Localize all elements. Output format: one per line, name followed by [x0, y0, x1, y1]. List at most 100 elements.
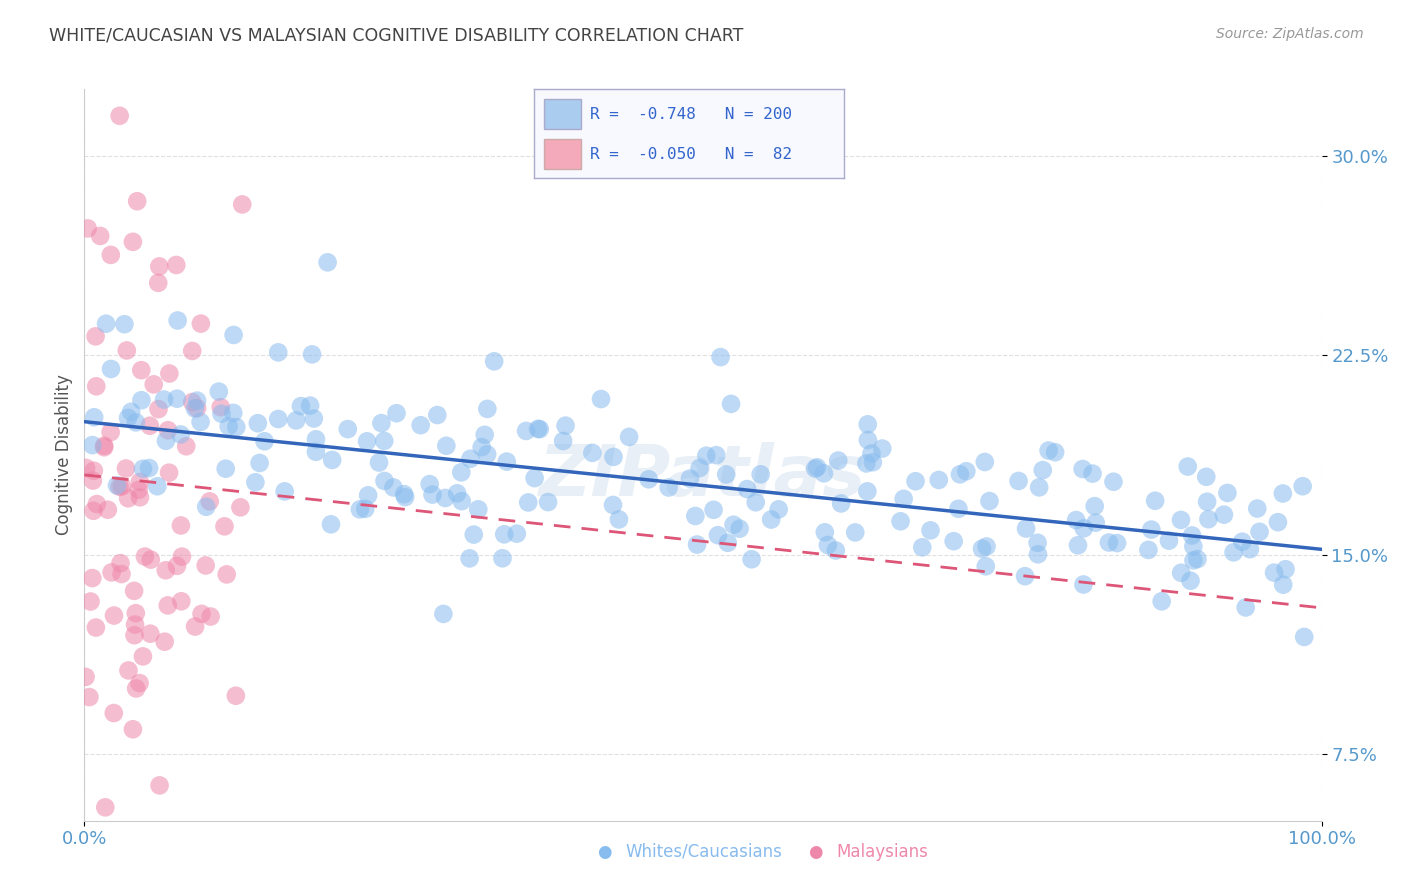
Point — [100, 425, 122, 439]
Point — [554, 418, 576, 433]
FancyBboxPatch shape — [544, 139, 581, 169]
Point — [1073, 577, 1095, 591]
Point — [200, 609, 222, 624]
Point — [450, 465, 472, 479]
Point — [211, 407, 233, 421]
Point — [942, 534, 965, 549]
Point — [689, 461, 711, 475]
Point — [128, 483, 150, 497]
Point — [194, 558, 217, 573]
Point — [1187, 552, 1209, 566]
Point — [124, 617, 146, 632]
Point — [495, 455, 517, 469]
Point — [299, 399, 322, 413]
Point — [948, 501, 970, 516]
Text: Source: ZipAtlas.com: Source: ZipAtlas.com — [1216, 27, 1364, 41]
Point — [463, 527, 485, 541]
Point — [253, 434, 276, 449]
Point — [426, 408, 449, 422]
Point — [1026, 547, 1049, 561]
Point — [1014, 569, 1036, 583]
Point — [214, 519, 236, 533]
Point — [170, 594, 193, 608]
Point — [305, 433, 328, 447]
Point — [830, 496, 852, 510]
Point — [434, 439, 457, 453]
Point — [890, 514, 912, 528]
Point — [1026, 535, 1049, 549]
Point — [860, 446, 883, 460]
Point — [1157, 533, 1180, 548]
Point — [710, 350, 733, 364]
Point — [904, 475, 927, 489]
Point — [1195, 470, 1218, 484]
Point — [768, 502, 790, 516]
Point — [134, 549, 156, 564]
Point — [382, 480, 405, 494]
Point — [529, 422, 551, 436]
Point — [103, 608, 125, 623]
Point — [190, 317, 212, 331]
Text: Malaysians: Malaysians — [837, 843, 928, 861]
Point — [759, 512, 782, 526]
Point — [1274, 562, 1296, 576]
Point — [817, 538, 839, 552]
Point — [117, 491, 139, 506]
Point — [506, 526, 529, 541]
Point — [76, 221, 98, 235]
Point — [1038, 443, 1060, 458]
Point — [394, 490, 416, 504]
Point — [225, 689, 247, 703]
Point — [1182, 539, 1205, 553]
Point — [157, 466, 180, 480]
Point — [165, 258, 187, 272]
Point — [166, 392, 188, 406]
Point — [491, 551, 513, 566]
Point — [1267, 515, 1289, 529]
Point — [827, 453, 849, 467]
Point — [409, 418, 432, 433]
Point — [467, 502, 489, 516]
Point — [139, 552, 162, 566]
Point — [527, 422, 550, 436]
Point — [170, 549, 193, 564]
Point — [970, 541, 993, 556]
Point — [132, 462, 155, 476]
Point — [1294, 630, 1316, 644]
Point — [122, 235, 145, 249]
Point — [302, 411, 325, 425]
Point — [86, 497, 108, 511]
Point — [1064, 513, 1087, 527]
Point — [115, 343, 138, 358]
Point — [703, 503, 725, 517]
Point — [806, 460, 828, 475]
Point — [125, 606, 148, 620]
Point — [1071, 462, 1094, 476]
Point — [976, 540, 998, 554]
Point — [100, 362, 122, 376]
Point — [1216, 486, 1239, 500]
Point — [1246, 501, 1268, 516]
Point — [153, 634, 176, 648]
Point — [124, 628, 146, 642]
Point — [1239, 542, 1261, 557]
Point — [321, 453, 343, 467]
Point — [83, 410, 105, 425]
Point — [716, 467, 738, 482]
Point — [679, 471, 702, 485]
Point — [82, 504, 104, 518]
Point — [856, 484, 879, 499]
Point — [602, 498, 624, 512]
Point — [349, 502, 371, 516]
Point — [125, 415, 148, 429]
Text: WHITE/CAUCASIAN VS MALAYSIAN COGNITIVE DISABILITY CORRELATION CHART: WHITE/CAUCASIAN VS MALAYSIAN COGNITIVE D… — [49, 27, 744, 45]
Point — [108, 480, 131, 494]
Point — [471, 440, 494, 454]
Point — [1197, 494, 1219, 508]
Point — [1032, 463, 1054, 477]
Point — [336, 422, 359, 436]
Point — [166, 558, 188, 573]
Point — [419, 477, 441, 491]
Point — [105, 478, 128, 492]
Point — [1222, 545, 1244, 559]
